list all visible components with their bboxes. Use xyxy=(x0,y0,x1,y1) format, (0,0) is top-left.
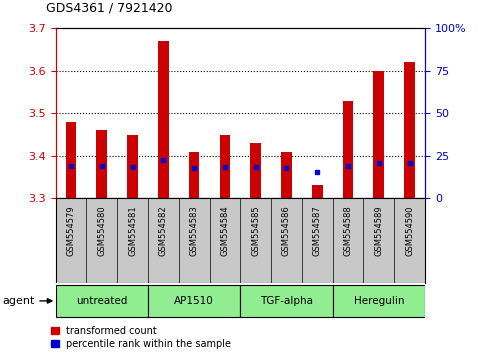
Text: AP1510: AP1510 xyxy=(174,296,214,306)
Text: agent: agent xyxy=(2,296,35,306)
Text: GSM554589: GSM554589 xyxy=(374,205,384,256)
Legend: transformed count, percentile rank within the sample: transformed count, percentile rank withi… xyxy=(51,326,231,349)
Text: TGF-alpha: TGF-alpha xyxy=(260,296,313,306)
Bar xyxy=(148,285,241,317)
Text: GSM554586: GSM554586 xyxy=(282,205,291,256)
Text: GSM554584: GSM554584 xyxy=(220,205,229,256)
Bar xyxy=(127,135,138,198)
Bar xyxy=(96,130,107,198)
Text: GSM554585: GSM554585 xyxy=(251,205,260,256)
Bar xyxy=(66,122,76,198)
Bar xyxy=(312,185,323,198)
Bar xyxy=(342,101,354,198)
Text: GSM554582: GSM554582 xyxy=(159,205,168,256)
Bar xyxy=(56,285,148,317)
Text: Heregulin: Heregulin xyxy=(354,296,404,306)
Text: GSM554588: GSM554588 xyxy=(343,205,353,256)
Bar xyxy=(240,285,333,317)
Bar xyxy=(281,152,292,198)
Text: GSM554583: GSM554583 xyxy=(190,205,199,256)
Text: untreated: untreated xyxy=(76,296,128,306)
Text: GDS4361 / 7921420: GDS4361 / 7921420 xyxy=(46,1,172,14)
Text: GSM554580: GSM554580 xyxy=(97,205,106,256)
Text: GSM554587: GSM554587 xyxy=(313,205,322,256)
Text: GSM554579: GSM554579 xyxy=(67,205,75,256)
Bar xyxy=(189,152,199,198)
Bar xyxy=(158,41,169,198)
Text: GSM554590: GSM554590 xyxy=(405,205,414,256)
Bar xyxy=(333,285,425,317)
Bar xyxy=(404,62,415,198)
Bar xyxy=(219,135,230,198)
Bar xyxy=(373,71,384,198)
Text: GSM554581: GSM554581 xyxy=(128,205,137,256)
Bar xyxy=(250,143,261,198)
